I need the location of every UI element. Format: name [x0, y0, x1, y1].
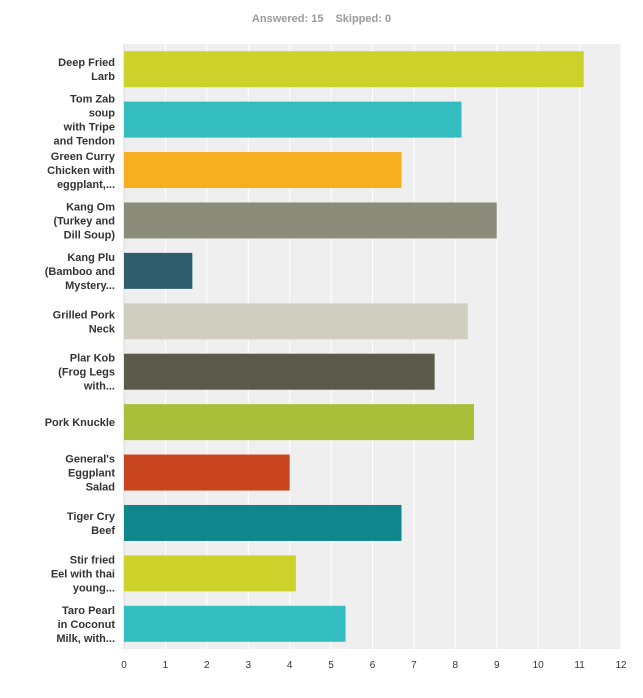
- x-tick-label: 0: [121, 660, 127, 671]
- x-axis-ticks: 0 1 2 3 4 5 6 7 8 9 10 11 12: [121, 660, 627, 671]
- category-labels: Deep Fried Larb Tom Zab soup with Tripe and T…: [45, 57, 116, 645]
- category-label-line: Pork Knuckle: [45, 417, 115, 429]
- category-label-line: Stir fried: [70, 554, 115, 566]
- category-label-line: Tiger Cry: [67, 511, 116, 523]
- bar[interactable]: [124, 152, 402, 189]
- bar[interactable]: [124, 202, 497, 239]
- x-tick-label: 3: [245, 660, 251, 671]
- x-tick-label: 4: [287, 660, 293, 671]
- category-label-line: Kang Plu: [67, 252, 115, 264]
- bars: [124, 51, 584, 642]
- bar[interactable]: [124, 303, 468, 340]
- x-tick-label: 8: [453, 660, 459, 671]
- category-label-line: (Bamboo and: [45, 266, 115, 278]
- category-label-line: in Coconut: [58, 619, 116, 631]
- bar[interactable]: [124, 252, 193, 289]
- category-label: Plar Kob (Frog Legs with...: [58, 353, 115, 393]
- category-label: Tom Zab soup with Tripe and Tendon: [53, 94, 115, 148]
- category-label-line: with Tripe: [63, 122, 115, 134]
- x-tick-label: 7: [411, 660, 417, 671]
- category-label: Kang Om (Turkey and Dill Soup): [53, 201, 115, 241]
- category-label-line: Beef: [91, 525, 115, 537]
- category-label-line: Kang Om: [66, 201, 115, 213]
- x-tick-label: 9: [494, 660, 500, 671]
- category-label: Grilled Pork Neck: [53, 309, 116, 335]
- category-label-line: Deep Fried: [58, 57, 115, 69]
- x-tick-label: 1: [163, 660, 169, 671]
- category-label-line: Tom Zab: [70, 94, 115, 106]
- bar[interactable]: [124, 454, 290, 491]
- category-label-line: with...: [83, 381, 115, 393]
- category-label-line: Milk, with...: [56, 633, 115, 645]
- bar[interactable]: [124, 504, 402, 541]
- category-label: Green Curry Chicken with eggplant,...: [47, 151, 116, 191]
- category-label-line: Plar Kob: [70, 353, 116, 365]
- gridlines: [123, 44, 622, 649]
- category-label: General's Eggplant Salad: [65, 454, 115, 494]
- bar[interactable]: [124, 353, 435, 390]
- x-tick-label: 11: [574, 660, 585, 671]
- x-tick-label: 6: [370, 660, 376, 671]
- category-label-line: Neck: [89, 323, 116, 335]
- x-tick-label: 10: [533, 660, 545, 671]
- bar[interactable]: [124, 101, 462, 138]
- category-label-line: (Turkey and: [53, 215, 115, 227]
- bar[interactable]: [124, 555, 296, 592]
- category-label-line: Chicken with: [47, 165, 115, 177]
- category-label-line: Green Curry: [51, 151, 116, 163]
- category-label-line: eggplant,...: [57, 179, 115, 191]
- x-tick-label: 2: [204, 660, 210, 671]
- category-label-line: General's: [65, 454, 115, 466]
- bar[interactable]: [124, 605, 346, 642]
- bar[interactable]: [124, 404, 474, 441]
- category-label-line: Salad: [86, 482, 115, 494]
- category-label-line: young...: [73, 582, 115, 594]
- x-tick-label: 5: [328, 660, 334, 671]
- response-summary: Answered: 15 Skipped: 0: [0, 13, 643, 25]
- category-label: Kang Plu (Bamboo and Mystery...: [45, 252, 115, 292]
- bar[interactable]: [124, 51, 584, 88]
- category-label-line: Eggplant: [68, 468, 115, 480]
- category-label-line: Larb: [91, 71, 115, 83]
- category-label-line: Dill Soup): [64, 229, 116, 241]
- category-label-line: (Frog Legs: [58, 367, 115, 379]
- category-label: Pork Knuckle: [45, 417, 115, 429]
- category-label: Stir fried Eel with thai young...: [51, 554, 115, 594]
- category-label-line: Eel with thai: [51, 568, 115, 580]
- category-label-line: Taro Pearl: [62, 605, 115, 617]
- category-label-line: soup: [89, 108, 116, 120]
- category-label-line: and Tendon: [53, 136, 115, 148]
- x-tick-label: 12: [615, 660, 627, 671]
- category-label-line: Grilled Pork: [53, 309, 116, 321]
- category-label-line: Mystery...: [65, 280, 115, 292]
- category-label: Deep Fried Larb: [58, 57, 115, 83]
- category-label: Tiger Cry Beef: [67, 511, 116, 537]
- skipped-count: Skipped: 0: [335, 13, 392, 25]
- answered-count: Answered: 15: [251, 13, 324, 25]
- category-label: Taro Pearl in Coconut Milk, with...: [56, 605, 115, 645]
